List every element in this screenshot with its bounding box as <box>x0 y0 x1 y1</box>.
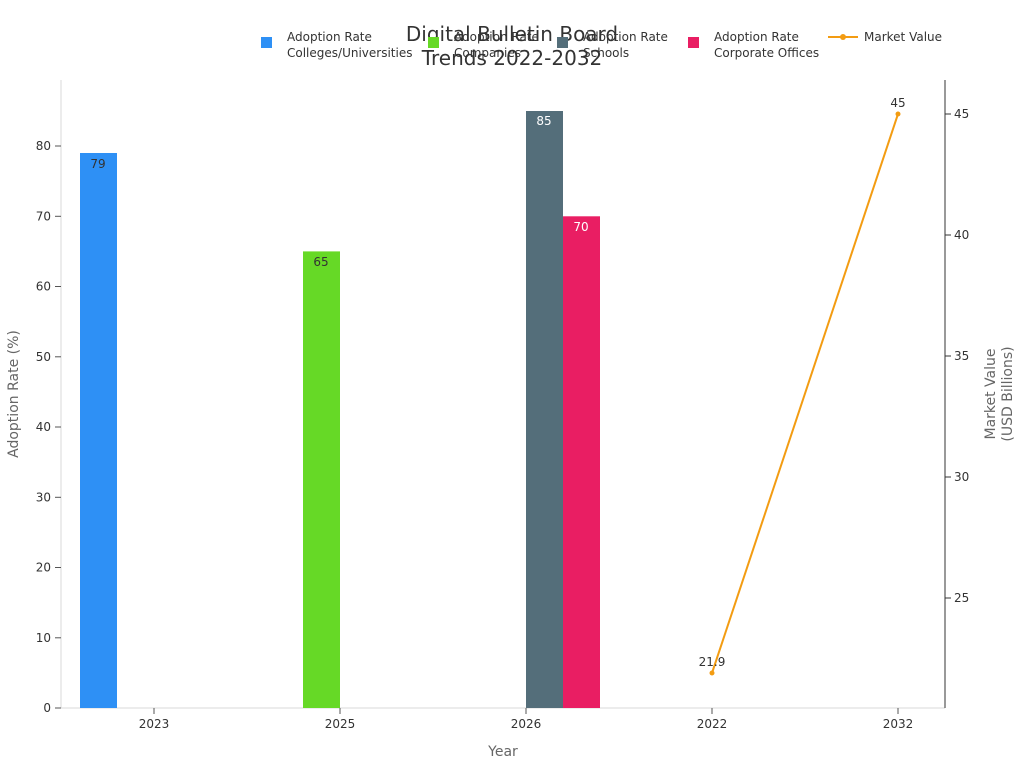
legend-item-corporate-offices[interactable]: Adoption Rate Corporate Offices <box>688 29 819 61</box>
y-left-tick-label: 50 <box>36 350 51 364</box>
market-value-line: 21.9 45 <box>699 96 906 676</box>
legend-label-companies: Adoption Rate Companies <box>454 29 539 61</box>
y-left-axis-title: Adoption Rate (%) <box>6 330 22 458</box>
y-left-tick-label: 70 <box>36 209 51 223</box>
legend-swatch-colleges-icon <box>261 37 272 48</box>
bar-companies-2025[interactable] <box>303 251 340 708</box>
y-left-tick-label: 20 <box>36 561 51 575</box>
legend-label-line: Schools <box>583 46 630 60</box>
legend-label-line: Companies <box>454 46 521 60</box>
x-tick-label: 2022 <box>697 717 728 731</box>
y-left-ticks: 0 10 20 30 40 50 60 70 80 <box>36 139 61 715</box>
chart-title: Digital Bulletin Board Trends 2022-2032 <box>0 22 1024 70</box>
bar-corporate-2026[interactable] <box>563 216 600 709</box>
legend-label-schools: Adoption Rate Schools <box>583 29 668 61</box>
legend-swatch-corporate-icon <box>688 37 699 48</box>
legend-line-market-value-icon <box>828 34 858 40</box>
bar-label: 65 <box>313 255 328 269</box>
legend-label-line: Adoption Rate <box>583 30 668 44</box>
y-right-tick-label: 35 <box>954 349 969 363</box>
bar-label: 85 <box>536 114 551 128</box>
y-right-ticks: 25 30 35 40 45 <box>945 107 969 605</box>
line-label: 45 <box>890 96 905 110</box>
bar-label: 79 <box>90 157 105 171</box>
x-ticks: 2023 2025 2026 2022 2032 <box>139 708 914 731</box>
y-right-tick-label: 45 <box>954 107 969 121</box>
y-right-tick-label: 25 <box>954 591 969 605</box>
legend-swatch-schools-icon <box>557 37 568 48</box>
y-left-tick-label: 60 <box>36 280 51 294</box>
bar-schools-2026[interactable] <box>526 111 563 708</box>
legend-item-companies[interactable]: Adoption Rate Companies <box>428 29 539 61</box>
line-point-2032[interactable] <box>895 111 901 117</box>
legend-label-line: Adoption Rate <box>714 30 799 44</box>
y-right-tick-label: 40 <box>954 228 969 242</box>
x-tick-label: 2023 <box>139 717 170 731</box>
x-axis-title: Year <box>487 744 518 760</box>
legend-item-colleges[interactable]: Adoption Rate Colleges/Universities <box>261 29 412 61</box>
legend-label-market-value: Market Value <box>864 30 943 44</box>
legend-label-corporate: Adoption Rate Corporate Offices <box>714 29 819 61</box>
legend-swatch-companies-icon <box>428 37 439 48</box>
legend-label-colleges: Adoption Rate Colleges/Universities <box>287 29 412 61</box>
bar-label: 70 <box>573 220 588 234</box>
y-left-tick-label: 40 <box>36 420 51 434</box>
chart-title-line-2: Trends 2022-2032 <box>421 46 603 70</box>
y-right-tick-label: 30 <box>954 470 969 484</box>
line-label: 21.9 <box>699 655 726 669</box>
y-left-tick-label: 30 <box>36 490 51 504</box>
y-left-tick-label: 0 <box>43 701 51 715</box>
x-tick-label: 2025 <box>325 717 356 731</box>
legend-item-schools[interactable]: Adoption Rate Schools <box>557 29 668 61</box>
x-tick-label: 2032 <box>883 717 914 731</box>
legend-item-market-value[interactable]: Market Value <box>828 29 942 45</box>
y-left-tick-label: 80 <box>36 139 51 153</box>
y-right-axis-title-line-1: Market Value <box>983 348 999 439</box>
y-left-tick-label: 10 <box>36 631 51 645</box>
bars: 79 65 85 70 <box>80 111 600 709</box>
legend-label-line: Corporate Offices <box>714 46 820 60</box>
bar-colleges-2023[interactable] <box>80 153 117 708</box>
legend-label-line: Adoption Rate <box>287 30 372 44</box>
line-point-2022[interactable] <box>709 670 715 676</box>
x-tick-label: 2026 <box>511 717 542 731</box>
y-right-axis-title-line-2: (USD Billions) <box>1000 346 1016 441</box>
legend-label-line: Adoption Rate <box>454 30 539 44</box>
chart-title-line-1: Digital Bulletin Board <box>405 22 619 46</box>
legend-label-line: Colleges/Universities <box>287 46 413 60</box>
